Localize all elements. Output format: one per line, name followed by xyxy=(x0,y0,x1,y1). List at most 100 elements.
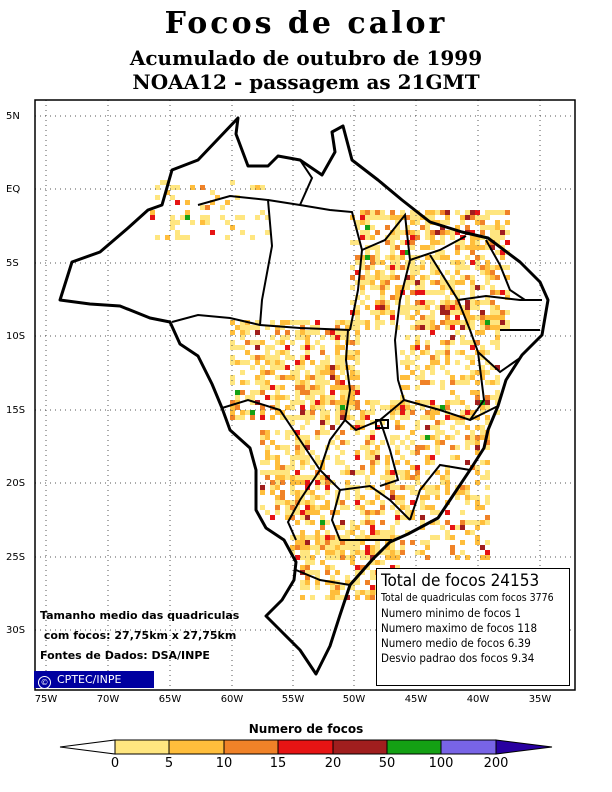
fire-cell xyxy=(265,325,270,330)
fire-cell xyxy=(435,360,440,365)
fire-cell xyxy=(415,265,420,270)
fire-cell xyxy=(335,445,340,450)
fire-cell xyxy=(410,270,415,275)
fire-cell xyxy=(305,540,310,545)
fire-cell xyxy=(270,470,275,475)
fire-cell xyxy=(415,480,420,485)
fire-cell xyxy=(495,340,500,345)
fire-cell xyxy=(335,460,340,465)
lon-label: 45W xyxy=(404,694,428,705)
fire-cell xyxy=(335,540,340,545)
fire-cell xyxy=(440,275,445,280)
fire-cell xyxy=(315,370,320,375)
fire-cell xyxy=(415,365,420,370)
fire-cell xyxy=(500,320,505,325)
fire-cell xyxy=(490,245,495,250)
fire-cell xyxy=(170,225,175,230)
fire-cell xyxy=(440,475,445,480)
fire-cell xyxy=(230,410,235,415)
fire-cell xyxy=(240,320,245,325)
fire-cell xyxy=(365,545,370,550)
fire-cell xyxy=(360,540,365,545)
fire-cell xyxy=(255,360,260,365)
fire-cell xyxy=(500,265,505,270)
fire-cell xyxy=(305,475,310,480)
fire-cell xyxy=(465,555,470,560)
fire-cell xyxy=(490,230,495,235)
fire-cell xyxy=(395,555,400,560)
fire-cell xyxy=(305,500,310,505)
fire-cell xyxy=(345,540,350,545)
fire-cell xyxy=(450,380,455,385)
fire-cell xyxy=(335,595,340,600)
fire-cell xyxy=(395,265,400,270)
fire-cell xyxy=(420,325,425,330)
fire-cell xyxy=(345,555,350,560)
fire-cell xyxy=(235,345,240,350)
fire-cell xyxy=(480,230,485,235)
fire-cell xyxy=(355,325,360,330)
fire-cell xyxy=(385,275,390,280)
fire-cell xyxy=(400,485,405,490)
fire-cell xyxy=(360,215,365,220)
fire-cell xyxy=(470,370,475,375)
fire-cell xyxy=(265,460,270,465)
fire-cell xyxy=(465,425,470,430)
fire-cell xyxy=(365,435,370,440)
fire-cell xyxy=(485,225,490,230)
fire-cell xyxy=(455,310,460,315)
fire-cell xyxy=(480,435,485,440)
fire-cell xyxy=(255,215,260,220)
fire-cell xyxy=(485,320,490,325)
fire-cell xyxy=(385,460,390,465)
fire-cell xyxy=(360,520,365,525)
fire-cell xyxy=(255,355,260,360)
fire-cell xyxy=(485,485,490,490)
fire-cell xyxy=(260,370,265,375)
fire-cell xyxy=(420,285,425,290)
fire-cell xyxy=(280,335,285,340)
fire-cell xyxy=(240,415,245,420)
copyright-icon: © xyxy=(38,676,51,689)
fire-cell xyxy=(485,460,490,465)
fire-cell xyxy=(395,300,400,305)
fire-cell xyxy=(340,550,345,555)
fire-cell xyxy=(240,370,245,375)
fire-cell xyxy=(350,385,355,390)
fire-cell xyxy=(405,355,410,360)
fire-cell xyxy=(275,325,280,330)
fire-cell xyxy=(365,440,370,445)
fire-cell xyxy=(480,370,485,375)
fire-cell xyxy=(370,245,375,250)
fire-cell xyxy=(485,215,490,220)
fire-cell xyxy=(320,390,325,395)
fire-cell xyxy=(375,215,380,220)
fire-cell xyxy=(330,370,335,375)
fire-cell xyxy=(300,410,305,415)
fire-cell xyxy=(285,445,290,450)
fire-cell xyxy=(355,450,360,455)
fire-cell xyxy=(470,340,475,345)
fire-cell xyxy=(275,365,280,370)
fire-cell xyxy=(365,565,370,570)
fire-cell xyxy=(255,390,260,395)
fire-cell xyxy=(365,220,370,225)
fire-cell xyxy=(475,470,480,475)
fire-cell xyxy=(270,455,275,460)
fire-cell xyxy=(465,245,470,250)
fire-cell xyxy=(470,520,475,525)
fire-cell xyxy=(315,390,320,395)
fire-cell xyxy=(300,455,305,460)
fire-cell xyxy=(455,350,460,355)
fire-cell xyxy=(370,510,375,515)
fire-cell xyxy=(405,435,410,440)
fire-cell xyxy=(445,345,450,350)
fire-cell xyxy=(180,215,185,220)
fire-cell xyxy=(420,400,425,405)
fire-cell xyxy=(265,370,270,375)
fire-cell xyxy=(490,270,495,275)
fire-cell xyxy=(390,440,395,445)
fire-cell xyxy=(490,210,495,215)
fire-cell xyxy=(415,270,420,275)
fire-cell xyxy=(170,220,175,225)
